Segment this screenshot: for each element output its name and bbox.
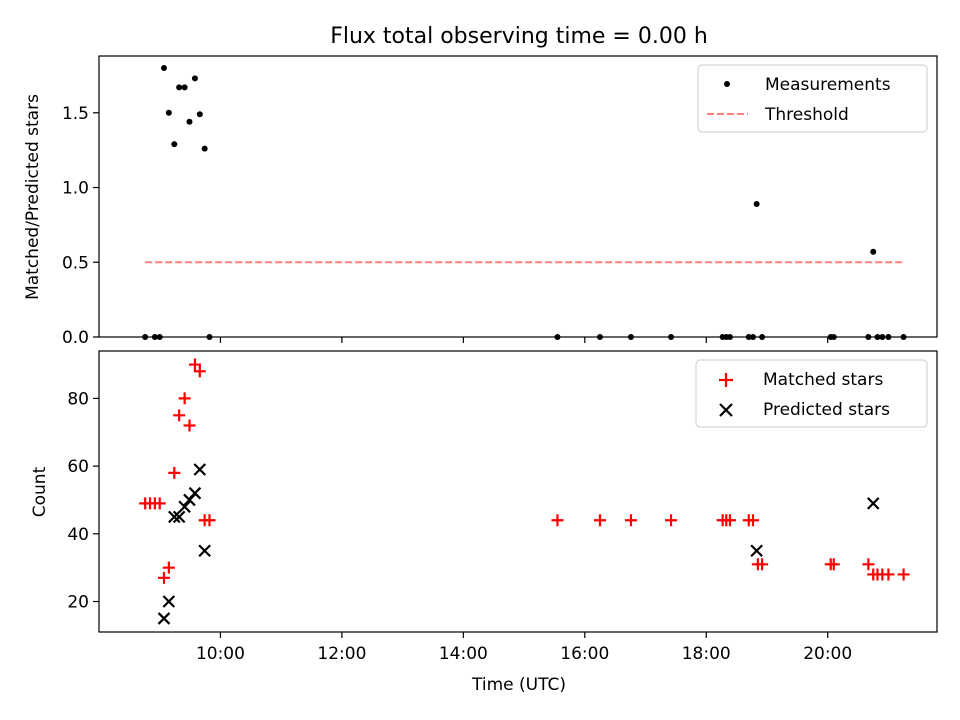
predicted-stars-point	[198, 544, 211, 558]
bottom-y-tick-label: 40	[67, 525, 89, 545]
top-y-tick-label: 1.0	[62, 179, 89, 199]
predicted-stars-point	[188, 486, 202, 500]
bottom-y-axis-label: Count	[30, 466, 50, 517]
top-plot-frame	[98, 55, 938, 338]
x-tick-label: 12:00	[317, 644, 366, 664]
predicted-stars-point	[162, 595, 176, 608]
measurements-point	[201, 145, 208, 152]
matched-stars-point	[897, 568, 910, 581]
matched-stars-point	[153, 497, 166, 510]
top-legend-box	[697, 64, 928, 133]
matched-stars-point	[551, 514, 564, 527]
x-tick-label: 14:00	[439, 644, 488, 664]
chart-title: Flux total observing time = 0.00 h	[330, 24, 708, 49]
matched-stars-point	[157, 571, 170, 584]
top-y-axis-label: Matched/Predicted stars	[23, 94, 43, 300]
bottom-y-tick-label: 20	[67, 593, 89, 613]
measurements-point	[181, 84, 188, 91]
measurements-point	[171, 141, 178, 148]
measurements-point	[191, 75, 198, 82]
measurements-point	[870, 248, 877, 255]
predicted-stars-point	[178, 500, 191, 514]
bottom-legend: Matched stars Predicted stars	[695, 359, 928, 428]
legend-predicted-label: Predicted stars	[763, 400, 890, 420]
bottom-y-tick-label: 80	[67, 389, 89, 409]
bottom-legend-box	[695, 359, 928, 428]
x-tick-label: 18:00	[682, 644, 731, 664]
matched-stars-point	[882, 568, 895, 581]
matched-stars-point	[593, 514, 606, 527]
x-axis-label: Time (UTC)	[471, 675, 566, 695]
top-panel: 0.0 0.5 1.0 1.5 Matched/Predicted stars Mea…	[23, 55, 938, 348]
matched-stars-point	[747, 514, 760, 527]
measurements-point	[176, 84, 183, 91]
top-y-ticks: 0.0 0.5 1.0 1.5	[62, 104, 99, 348]
matched-stars-point	[183, 419, 196, 432]
matched-stars-point	[173, 409, 186, 422]
matched-stars-point	[168, 466, 181, 479]
legend-matched-marker	[719, 373, 733, 387]
top-y-tick-label: 0.0	[62, 328, 89, 348]
predicted-stars-point	[168, 510, 181, 524]
predicted-stars-point	[157, 612, 171, 625]
matched-stars-point	[203, 514, 216, 527]
measurements-point	[753, 200, 760, 207]
matched-stars-point	[756, 558, 769, 571]
matched-stars-point	[193, 365, 206, 378]
x-tick-label: 16:00	[560, 644, 609, 664]
x-tick-label: 10:00	[196, 644, 245, 664]
predicted-stars-point	[866, 497, 880, 510]
matched-stars-point	[723, 514, 736, 527]
matched-stars-point	[665, 514, 678, 527]
bottom-plot-frame	[98, 350, 938, 633]
measurements-point	[196, 111, 203, 118]
legend-measurements-marker	[724, 81, 730, 87]
legend-predicted-marker	[719, 403, 733, 417]
top-plot-marks	[142, 64, 907, 340]
legend-measurements-label: Measurements	[765, 75, 891, 95]
legend-matched-label: Matched stars	[763, 370, 883, 390]
top-y-tick-label: 0.5	[62, 253, 89, 273]
measurements-point	[160, 64, 167, 71]
matched-stars-point	[162, 561, 175, 574]
top-legend: Measurements Threshold	[697, 64, 928, 133]
predicted-stars-point	[750, 544, 763, 558]
top-x-ticks	[219, 337, 829, 343]
predicted-stars-point	[193, 463, 207, 476]
top-y-tick-label: 1.5	[62, 104, 89, 124]
measurements-point	[165, 109, 172, 116]
bottom-plot-marks	[139, 358, 910, 625]
legend-threshold-label: Threshold	[764, 105, 849, 125]
measurements-point	[186, 118, 193, 125]
matched-stars-point	[862, 558, 875, 571]
matched-stars-point	[188, 358, 201, 371]
bottom-y-ticks: 20 40 60 80	[67, 389, 99, 613]
predicted-stars-point	[172, 510, 186, 524]
matched-stars-point	[624, 514, 637, 527]
matched-stars-point	[178, 392, 191, 405]
bottom-y-tick-label: 60	[67, 457, 89, 477]
x-tick-label: 20:00	[803, 644, 852, 664]
matched-stars-point	[827, 558, 840, 571]
bottom-x-ticks: 10:00 12:00 14:00 16:00 18:00 20:00	[196, 632, 852, 664]
